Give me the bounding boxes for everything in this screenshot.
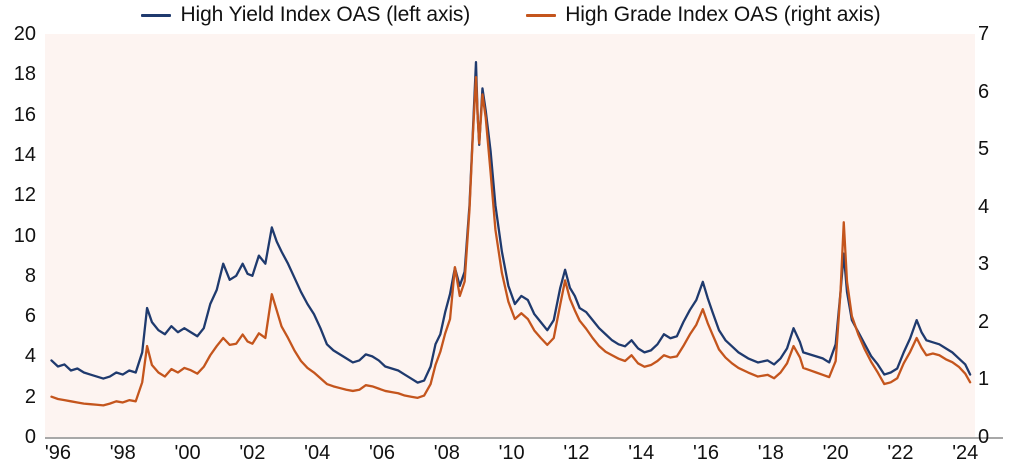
y-axis-right-tick: 1 (978, 368, 990, 391)
y-axis-left-tick: 14 (13, 143, 36, 166)
y-axis-left-tick: 16 (13, 103, 36, 126)
y-axis-right-tick: 6 (978, 80, 990, 103)
y-axis-left-tick: 2 (24, 385, 36, 408)
line-high-grade (50, 76, 972, 407)
y-axis-right-tick: 7 (978, 23, 990, 45)
y-axis-left-tick: 10 (13, 224, 36, 247)
y-axis-right-tick: 2 (978, 310, 990, 333)
x-axis-tick: '98 (109, 442, 136, 464)
x-axis-tick: '96 (44, 442, 71, 464)
x-axis-tick: '00 (174, 442, 201, 464)
legend-item-high-grade: High Grade Index OAS (right axis) (526, 3, 881, 27)
y-axis-right-tick: 4 (978, 195, 990, 218)
x-axis-tick: '18 (757, 442, 784, 464)
legend-label-high-grade: High Grade Index OAS (right axis) (565, 3, 881, 26)
y-axis-left-tick: 8 (24, 264, 36, 287)
y-axis-right-tick: 0 (978, 426, 990, 448)
x-axis-tick: '22 (887, 442, 914, 464)
y-axis-left-tick: 4 (24, 345, 36, 368)
x-axis-tick: '20 (822, 442, 849, 464)
x-axis-tick: '24 (952, 442, 979, 464)
y-axis-left-tick: 6 (24, 305, 36, 328)
y-axis-left-tick: 20 (13, 23, 36, 45)
legend-item-high-yield: High Yield Index OAS (left axis) (141, 3, 470, 27)
legend-label-high-yield: High Yield Index OAS (left axis) (180, 3, 471, 26)
x-axis-tick: '02 (239, 442, 266, 464)
line-high-yield (50, 61, 972, 384)
x-axis-tick: '06 (368, 442, 396, 464)
y-axis-left-tick: 12 (13, 184, 36, 207)
y-axis-right-tick: 3 (978, 253, 990, 276)
x-axis-line (45, 437, 1003, 439)
x-axis-tick: '10 (498, 442, 525, 464)
legend-swatch-high-yield (141, 13, 172, 17)
x-axis-tick: '08 (433, 442, 460, 464)
chart-legend: High Yield Index OAS (left axis) High Gr… (0, 0, 1022, 30)
y-axis-left-tick: 0 (24, 426, 36, 448)
y-axis-left-tick: 18 (13, 63, 36, 86)
y-axis-right-tick: 5 (978, 138, 990, 161)
x-axis-tick: '14 (628, 442, 655, 464)
x-axis-tick: '16 (692, 442, 720, 464)
series-lines (50, 61, 972, 407)
x-axis-tick: '12 (563, 442, 590, 464)
legend-swatch-high-grade (526, 13, 557, 17)
x-axis-tick: '04 (304, 442, 331, 464)
